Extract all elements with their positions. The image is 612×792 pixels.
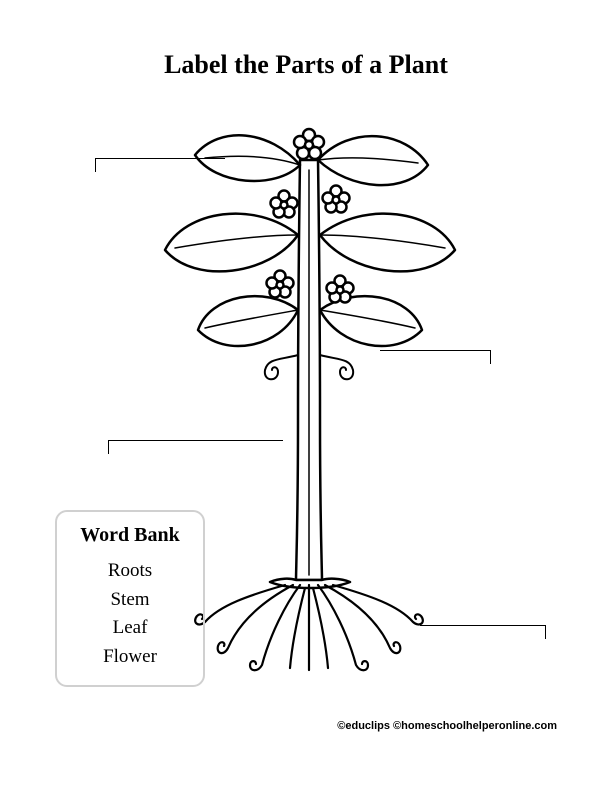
credit-text: ©educlips ©homeschoolhelperonline.com xyxy=(337,720,557,732)
word-bank-heading: Word Bank xyxy=(67,524,193,547)
stem-line-drop xyxy=(108,440,109,454)
roots-line-drop xyxy=(545,625,546,639)
leaf-line xyxy=(95,158,225,159)
flower-line xyxy=(380,350,490,351)
page-title: Label the Parts of a Plant xyxy=(0,50,612,80)
stem-line xyxy=(108,440,283,441)
word-bank-item: Roots xyxy=(67,557,193,586)
word-bank-item: Stem xyxy=(67,586,193,615)
flower-line-drop xyxy=(490,350,491,364)
leaf-line-drop xyxy=(95,158,96,172)
word-bank-item: Leaf xyxy=(67,614,193,643)
word-bank-item: Flower xyxy=(67,643,193,672)
roots-line xyxy=(420,625,545,626)
word-bank: Word Bank Roots Stem Leaf Flower xyxy=(55,510,205,687)
